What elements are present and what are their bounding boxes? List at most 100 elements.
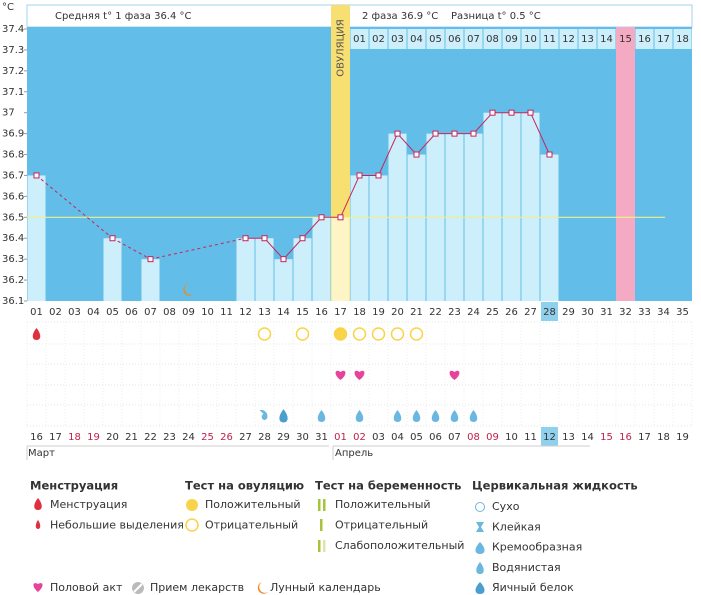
- temp-bar: [255, 238, 274, 301]
- x-tick-label: 08: [163, 307, 176, 318]
- phase2-day: 11: [543, 34, 556, 45]
- temp-point: [318, 214, 325, 221]
- x-tick-label: 20: [391, 307, 404, 318]
- phase2-day: 07: [467, 34, 480, 45]
- legend-extra: Лунный календарь: [270, 581, 381, 594]
- date-label: 17: [638, 432, 651, 443]
- temp-point: [394, 130, 401, 137]
- phase2-day: 15: [619, 34, 632, 45]
- x-tick-label: 22: [429, 307, 442, 318]
- date-label: 17: [49, 432, 62, 443]
- x-tick-label: 06: [125, 307, 138, 318]
- ovulation-test-icon: [371, 327, 386, 341]
- phase2-day-cell: [521, 29, 540, 49]
- gap-line: [150, 237, 246, 260]
- intercourse-icon: [335, 370, 346, 380]
- difference-summary: Разница t° 0.5 °C: [451, 11, 541, 22]
- date-label: 12: [543, 432, 556, 443]
- date-label: 18: [68, 432, 81, 443]
- temp-bar: [141, 259, 160, 301]
- date-label: 06: [429, 432, 442, 443]
- phase2-day: 02: [372, 34, 385, 45]
- fluid-icon: [393, 410, 402, 422]
- temp-bar: [103, 238, 122, 301]
- temp-bar: [293, 238, 312, 301]
- x-tick-label: 25: [486, 307, 499, 318]
- x-tick-label: 33: [638, 307, 651, 318]
- month-label: Март: [28, 448, 55, 459]
- y-tick-label: 36.9: [2, 129, 24, 140]
- x-tick-label: 26: [505, 307, 518, 318]
- phase2-day: 13: [581, 34, 594, 45]
- date-label: 19: [676, 432, 689, 443]
- temp-bar: [236, 238, 255, 301]
- x-tick-label: 14: [277, 307, 290, 318]
- y-tick-label: 37.3: [2, 45, 24, 56]
- y-unit: °C: [2, 2, 14, 13]
- temp-bar: [483, 112, 502, 301]
- legend-item: Положительный: [335, 498, 431, 511]
- ovulation-test-icon: [295, 327, 310, 341]
- temp-bar: [331, 217, 350, 301]
- date-label: 21: [125, 432, 138, 443]
- legend-item: Отрицательный: [205, 519, 298, 532]
- x-tick-label: 12: [239, 307, 252, 318]
- date-label: 19: [87, 432, 100, 443]
- legend-title: Менструация: [30, 479, 118, 493]
- phase2-day: 10: [524, 34, 537, 45]
- phase2-day-cell: [369, 29, 388, 49]
- phase2-day: 14: [600, 34, 613, 45]
- temp-point: [242, 235, 249, 242]
- legend-item: Слабоположительный: [335, 539, 464, 552]
- temp-bar: [27, 175, 46, 301]
- temp-bar: [502, 112, 521, 301]
- temp-point: [451, 130, 458, 137]
- phase2-day-cell: [559, 29, 578, 49]
- fluid-icon: [259, 409, 268, 420]
- phase2-day-cell: [445, 29, 464, 49]
- date-label: 29: [277, 432, 290, 443]
- date-label: 27: [239, 432, 252, 443]
- fluid-icon: [355, 410, 364, 422]
- x-tick-label: 17: [334, 307, 347, 318]
- date-label: 10: [505, 432, 518, 443]
- phase2-day-cell: [483, 29, 502, 49]
- temp-bar: [369, 175, 388, 301]
- legend-title: Тест на беременность: [315, 479, 461, 493]
- date-label: 03: [372, 432, 385, 443]
- x-tick-label: 30: [581, 307, 594, 318]
- y-tick-label: 37.4: [2, 24, 24, 35]
- intercourse-icon: [449, 370, 460, 380]
- x-tick-label: 03: [68, 307, 81, 318]
- date-label: 14: [581, 432, 594, 443]
- legend-title: Тест на овуляцию: [185, 479, 304, 493]
- date-label: 31: [315, 432, 328, 443]
- x-tick-label: 16: [315, 307, 328, 318]
- temp-point: [109, 235, 116, 242]
- x-tick-label: 27: [524, 307, 537, 318]
- x-tick-label: 34: [657, 307, 670, 318]
- phase2-day: 06: [448, 34, 461, 45]
- temp-point: [375, 172, 382, 179]
- x-tick-label: 21: [410, 307, 423, 318]
- moon-icon: [183, 284, 194, 296]
- phase2-day: 12: [562, 34, 575, 45]
- date-label: 04: [391, 432, 404, 443]
- x-tick-label: 11: [220, 307, 233, 318]
- legend-item: Отрицательный: [335, 519, 428, 532]
- x-tick-label: 18: [353, 307, 366, 318]
- fluid-icon: [450, 410, 459, 422]
- temp-point: [413, 151, 420, 158]
- temp-point: [356, 172, 363, 179]
- phase2-day: 05: [429, 34, 442, 45]
- x-tick-label: 23: [448, 307, 461, 318]
- temp-point: [147, 256, 154, 263]
- ovulation-test-icon: [409, 327, 424, 341]
- temp-point: [546, 151, 553, 158]
- x-tick-label: 09: [182, 307, 195, 318]
- phase2-summary: 2 фаза 36.9 °C: [362, 11, 438, 22]
- ovulation-test-icon: [333, 327, 348, 341]
- legend-item: Кремообразная: [492, 541, 582, 554]
- phase2-day-cell: [578, 29, 597, 49]
